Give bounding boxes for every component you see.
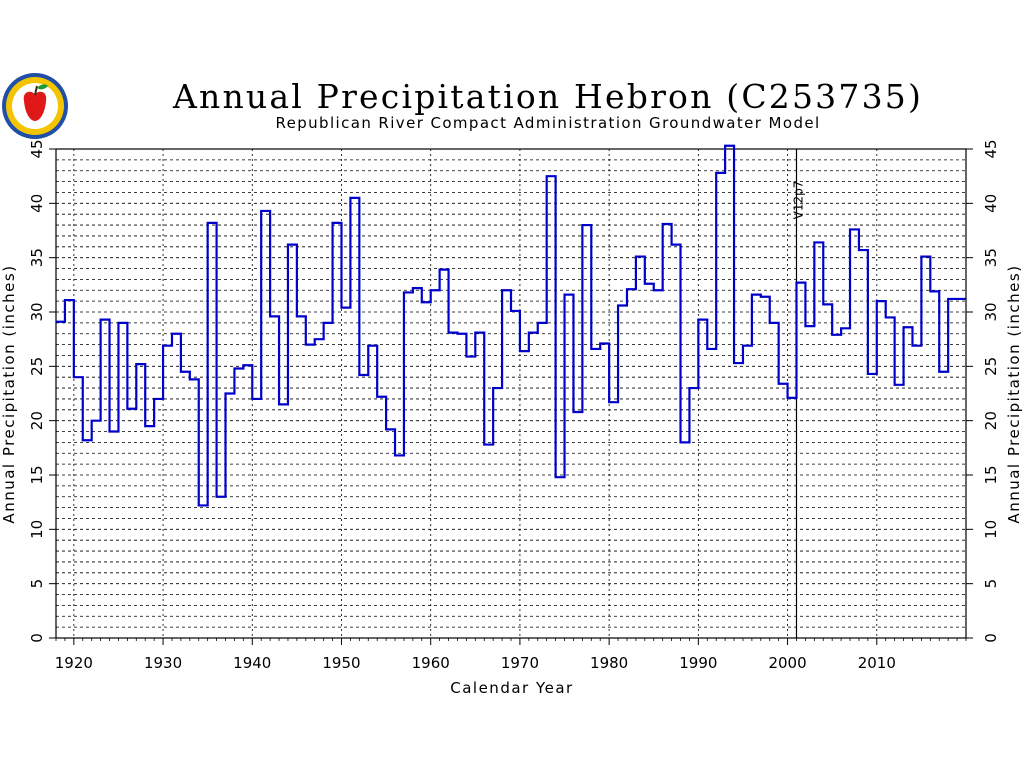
y-tick-label-left: 10	[28, 520, 46, 539]
y-tick-label-right: 45	[982, 139, 1000, 158]
x-tick-label: 1980	[590, 654, 628, 672]
y-tick-label-left: 40	[28, 194, 46, 213]
leaf-icon	[37, 84, 48, 90]
apple-icon	[23, 91, 47, 121]
y-axis-label-right: Annual Precipitation (inches)	[1005, 264, 1023, 523]
x-tick-label: 1960	[412, 654, 450, 672]
y-axis-label-left: Annual Precipitation (inches)	[0, 264, 18, 523]
annotation-label: V12p7	[791, 181, 805, 220]
y-tick-label-left: 0	[28, 633, 46, 643]
x-tick-label: 1970	[501, 654, 539, 672]
x-tick-label: 1940	[233, 654, 271, 672]
y-tick-label-right: 15	[982, 465, 1000, 484]
x-tick-label: 2010	[858, 654, 896, 672]
x-tick-label: 1920	[55, 654, 93, 672]
plot-frame	[55, 148, 967, 639]
y-tick-label-right: 35	[982, 248, 1000, 267]
x-tick-label: 1930	[144, 654, 182, 672]
x-tick-label: 1950	[322, 654, 360, 672]
y-tick-label-right: 20	[982, 411, 1000, 430]
axes	[49, 148, 973, 645]
tick-labels: 0 0 5 5 10 10 15 15 20 20 25 25 30 30 35 35 40 40 45 45 1920…	[28, 139, 1000, 672]
y-tick-label-left: 15	[28, 465, 46, 484]
annotation: V12p7	[791, 149, 805, 638]
rrca-logo	[2, 73, 68, 139]
y-tick-label-right: 25	[982, 357, 1000, 376]
precipitation-series	[56, 144, 966, 507]
apple-stem-icon	[34, 85, 38, 96]
x-tick-label: 1990	[679, 654, 717, 672]
y-tick-label-right: 30	[982, 302, 1000, 321]
x-axis-label: Calendar Year	[450, 679, 573, 697]
y-tick-label-left: 20	[28, 411, 46, 430]
y-tick-label-left: 25	[28, 357, 46, 376]
y-tick-label-left: 5	[28, 579, 46, 589]
chart-subtitle: Republican River Compact Administration …	[275, 114, 820, 132]
grid	[56, 149, 966, 638]
precipitation-step-line	[56, 144, 966, 507]
y-tick-label-left: 35	[28, 248, 46, 267]
y-tick-label-right: 5	[982, 579, 1000, 589]
y-tick-label-right: 40	[982, 194, 1000, 213]
y-tick-label-left: 30	[28, 302, 46, 321]
chart-title: Annual Precipitation Hebron (C253735)	[172, 77, 923, 116]
y-tick-label-right: 0	[982, 633, 1000, 643]
y-tick-label-right: 10	[982, 520, 1000, 539]
y-tick-label-left: 45	[28, 139, 46, 158]
x-tick-label: 2000	[768, 654, 806, 672]
series-layer	[56, 144, 966, 507]
